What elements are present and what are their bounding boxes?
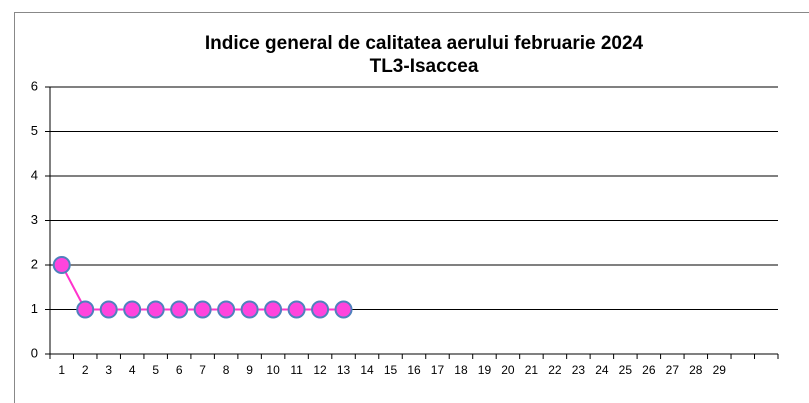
x-tick-label: 1 xyxy=(58,363,65,377)
y-tick-label: 3 xyxy=(31,212,38,227)
x-tick-label: 28 xyxy=(689,363,703,377)
x-tick-label: 24 xyxy=(595,363,609,377)
x-tick-label: 9 xyxy=(246,363,253,377)
data-point xyxy=(123,300,142,319)
y-tick-label: 2 xyxy=(31,256,38,271)
x-tick-label: 6 xyxy=(176,363,183,377)
x-tick-label: 20 xyxy=(501,363,515,377)
x-tick-label: 16 xyxy=(407,363,421,377)
x-tick-label: 7 xyxy=(199,363,206,377)
data-point xyxy=(217,300,236,319)
x-tick-label: 19 xyxy=(478,363,492,377)
x-tick-label: 17 xyxy=(431,363,445,377)
data-point xyxy=(334,300,353,319)
data-point xyxy=(264,300,283,319)
x-tick-label: 4 xyxy=(129,363,136,377)
data-point xyxy=(76,300,95,319)
chart-title: Indice general de calitatea aerului febr… xyxy=(205,33,644,54)
y-tick-label: 1 xyxy=(31,301,38,316)
data-point xyxy=(287,300,306,319)
x-tick-label: 3 xyxy=(105,363,112,377)
data-point xyxy=(240,300,259,319)
y-tick-label: 6 xyxy=(31,78,38,93)
x-tick-label: 2 xyxy=(82,363,89,377)
x-tick-label: 13 xyxy=(337,363,351,377)
chart-frame xyxy=(14,12,809,403)
x-tick-label: 18 xyxy=(454,363,468,377)
x-tick-label: 12 xyxy=(313,363,327,377)
x-tick-label: 27 xyxy=(666,363,680,377)
data-point xyxy=(52,256,71,274)
x-tick-label: 11 xyxy=(290,363,303,377)
x-tick-label: 15 xyxy=(384,363,398,377)
x-tick-label: 23 xyxy=(572,363,586,377)
data-point xyxy=(99,300,118,319)
x-tick-label: 10 xyxy=(266,363,280,377)
data-point xyxy=(146,300,165,319)
y-tick-label: 0 xyxy=(31,345,38,360)
data-point xyxy=(311,300,330,319)
x-tick-label: 25 xyxy=(619,363,633,377)
x-tick-label: 26 xyxy=(642,363,656,377)
x-tick-label: 5 xyxy=(152,363,159,377)
y-tick-label: 5 xyxy=(31,123,38,138)
x-tick-label: 21 xyxy=(525,363,539,377)
data-point xyxy=(170,300,189,319)
x-tick-label: 29 xyxy=(713,363,727,377)
x-tick-label: 14 xyxy=(360,363,374,377)
y-tick-label: 4 xyxy=(31,167,38,182)
chart-subtitle: TL3-Isaccea xyxy=(370,56,479,77)
x-tick-label: 22 xyxy=(548,363,562,377)
x-tick-label: 8 xyxy=(223,363,230,377)
data-point xyxy=(193,300,212,319)
